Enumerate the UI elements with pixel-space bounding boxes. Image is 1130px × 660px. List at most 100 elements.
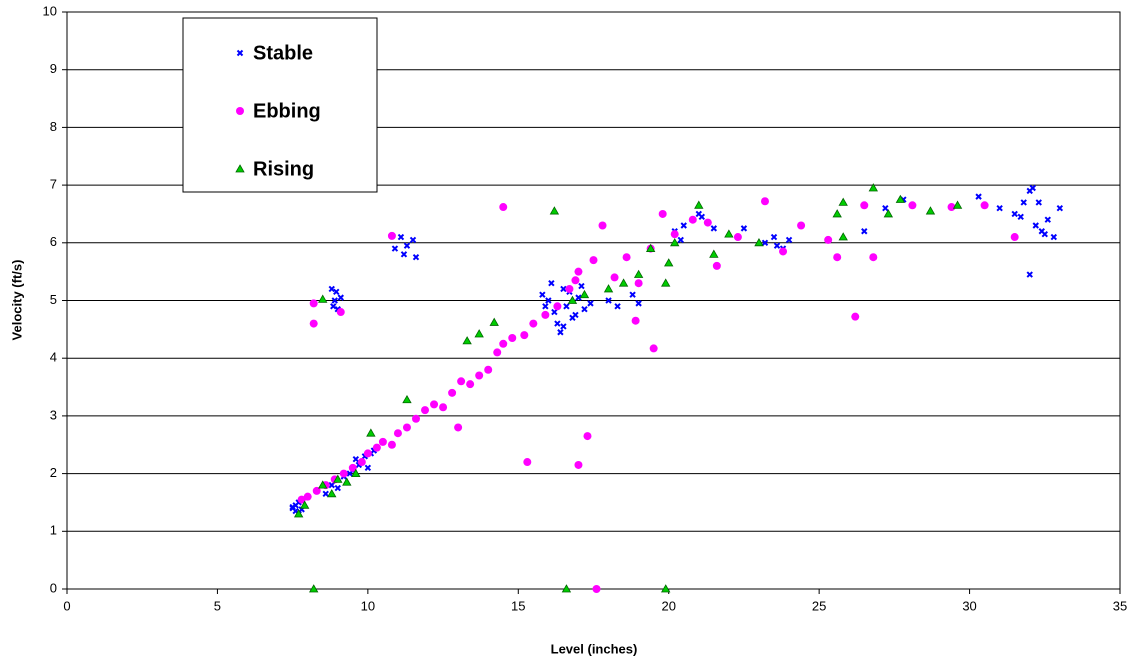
data-point bbox=[402, 394, 412, 404]
data-point bbox=[462, 336, 472, 345]
data-point bbox=[658, 209, 667, 218]
data-point bbox=[996, 204, 1003, 212]
x-tick-label: 25 bbox=[812, 598, 826, 613]
data-point bbox=[318, 480, 328, 489]
data-point bbox=[542, 303, 549, 310]
data-point bbox=[484, 365, 493, 374]
data-point bbox=[387, 231, 396, 240]
x-tick-label: 0 bbox=[63, 598, 70, 613]
data-point bbox=[670, 237, 680, 247]
y-tick-label: 3 bbox=[50, 407, 57, 422]
data-point bbox=[664, 258, 674, 267]
data-point bbox=[1010, 233, 1019, 242]
data-point bbox=[694, 200, 704, 209]
data-point bbox=[824, 235, 833, 244]
data-point bbox=[548, 279, 555, 287]
data-point bbox=[539, 291, 546, 298]
data-point bbox=[489, 317, 499, 326]
data-point bbox=[1035, 199, 1042, 206]
y-tick-label: 0 bbox=[50, 580, 57, 595]
data-point bbox=[603, 284, 614, 293]
data-point bbox=[797, 221, 806, 230]
data-point bbox=[508, 334, 517, 343]
legend-box bbox=[182, 17, 378, 193]
data-point bbox=[293, 509, 304, 518]
data-point bbox=[779, 247, 788, 256]
data-point bbox=[833, 253, 842, 262]
data-point bbox=[309, 584, 319, 593]
data-point bbox=[832, 209, 842, 218]
data-point bbox=[391, 245, 399, 252]
data-point bbox=[634, 279, 643, 288]
data-point bbox=[908, 201, 917, 210]
y-tick-label: 10 bbox=[43, 3, 57, 18]
y-tick-label: 6 bbox=[50, 234, 57, 249]
data-point bbox=[297, 495, 306, 504]
data-point bbox=[724, 229, 734, 238]
data-point bbox=[372, 443, 381, 452]
data-point bbox=[571, 276, 580, 285]
data-point bbox=[333, 474, 343, 483]
data-point bbox=[579, 289, 590, 299]
data-point bbox=[567, 295, 578, 304]
data-point bbox=[712, 261, 721, 270]
y-tick-label: 1 bbox=[50, 523, 57, 538]
data-point bbox=[336, 308, 345, 317]
y-tick-label: 5 bbox=[50, 292, 57, 307]
data-point bbox=[868, 183, 878, 192]
data-point bbox=[351, 468, 361, 477]
data-point bbox=[327, 488, 337, 498]
data-point bbox=[760, 197, 769, 206]
data-point bbox=[348, 463, 357, 472]
data-point bbox=[1032, 222, 1039, 229]
data-point bbox=[454, 423, 463, 432]
legend-label: Stable bbox=[253, 42, 313, 64]
data-point bbox=[575, 294, 582, 301]
data-point bbox=[411, 414, 420, 423]
data-point bbox=[710, 225, 718, 232]
data-point bbox=[1041, 230, 1048, 238]
data-point bbox=[322, 490, 329, 498]
data-point bbox=[523, 458, 532, 467]
data-point bbox=[1017, 213, 1024, 221]
x-axis-title: Level (inches) bbox=[551, 641, 638, 656]
data-point bbox=[635, 300, 642, 307]
y-tick-label: 9 bbox=[50, 61, 57, 76]
y-tick-label: 8 bbox=[50, 119, 57, 134]
data-point bbox=[618, 278, 629, 287]
data-point bbox=[387, 440, 396, 449]
data-point bbox=[952, 200, 963, 209]
data-point bbox=[364, 464, 372, 472]
data-point bbox=[761, 239, 769, 247]
data-point bbox=[328, 481, 335, 489]
data-point bbox=[592, 585, 601, 593]
data-point bbox=[661, 278, 671, 287]
data-point bbox=[330, 303, 337, 310]
data-point bbox=[541, 310, 550, 319]
data-point bbox=[1026, 271, 1033, 278]
data-point bbox=[670, 230, 679, 239]
data-point bbox=[785, 236, 793, 244]
data-point bbox=[605, 297, 612, 304]
data-point bbox=[475, 371, 484, 380]
data-point bbox=[860, 201, 869, 210]
data-point bbox=[589, 256, 598, 265]
data-point bbox=[299, 500, 310, 509]
data-point bbox=[334, 484, 341, 492]
x-tick-label: 30 bbox=[962, 598, 976, 613]
y-tick-label: 2 bbox=[50, 465, 57, 480]
data-point bbox=[925, 206, 936, 215]
data-point bbox=[851, 312, 860, 321]
data-point bbox=[629, 291, 636, 298]
data-point bbox=[339, 469, 348, 478]
data-point bbox=[400, 251, 408, 258]
data-point bbox=[883, 209, 894, 218]
data-point bbox=[649, 344, 658, 353]
data-point bbox=[598, 221, 607, 230]
data-point bbox=[393, 429, 402, 438]
legend-marker bbox=[236, 49, 244, 57]
data-point bbox=[557, 329, 564, 336]
data-point bbox=[754, 237, 764, 247]
data-point bbox=[861, 228, 868, 235]
